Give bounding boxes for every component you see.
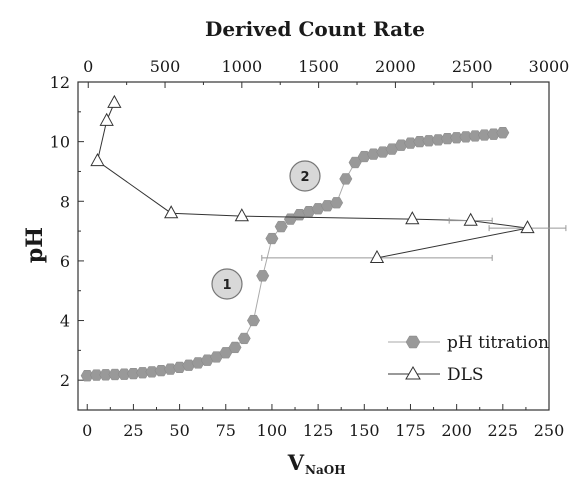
callout-1: 1 [211, 268, 243, 300]
legend-label-ph-titration: pH titration [447, 333, 549, 353]
y-tick-label: 10 [50, 133, 70, 152]
ph-titration-point [145, 366, 159, 378]
y-axis-ticks: 2 4 6 8 10 12 [50, 73, 84, 390]
bottom-tick-label: 50 [169, 421, 189, 440]
ph-titration-point [413, 136, 427, 148]
dls-point [520, 220, 535, 234]
bottom-tick-label: 0 [82, 421, 92, 440]
ph-titration-point [210, 351, 223, 363]
x-axis-title: V [287, 450, 305, 475]
ph-titration-point [108, 368, 122, 381]
top-tick-label: 2500 [452, 57, 493, 76]
ph-titration-point [477, 129, 491, 141]
ph-titration-point [117, 368, 131, 380]
chart-title: Derived Count Rate [205, 17, 425, 41]
ph-titration-point [487, 128, 501, 140]
dls-point [99, 112, 114, 126]
ph-titration-point [431, 134, 445, 146]
dls-point [107, 94, 122, 108]
dls-point [405, 211, 420, 225]
top-tick-label: 0 [83, 57, 93, 76]
callout-2: 2 [289, 160, 321, 192]
ph-titration-point [90, 369, 103, 381]
x-axis-title-subscript: NaOH [305, 463, 346, 477]
ph-titration-point [154, 365, 168, 377]
ph-titration-point [468, 130, 482, 142]
y-tick-label: 4 [60, 312, 70, 331]
series-ph-titration [80, 127, 510, 382]
svg-text:2: 2 [300, 170, 309, 185]
ph-titration-point [99, 369, 113, 381]
ph-titration-point [394, 139, 408, 151]
ph-titration-point [274, 220, 288, 233]
legend-hexagon-marker [405, 335, 421, 349]
ph-titration-point [496, 127, 510, 139]
plot-area-border [77, 81, 550, 411]
svg-text:1: 1 [222, 278, 231, 293]
ph-titration-point [247, 314, 260, 327]
top-axis-ticks: 0 500 1000 1500 2000 2500 3000 [83, 57, 569, 88]
ph-titration-point [422, 135, 436, 147]
ph-titration-point [265, 232, 279, 245]
top-tick-label: 1500 [298, 57, 339, 76]
series-dls [90, 94, 567, 263]
ph-titration-point [385, 143, 399, 155]
bottom-tick-label: 125 [303, 421, 334, 440]
y-tick-label: 2 [60, 371, 70, 390]
bottom-tick-label: 200 [441, 421, 472, 440]
legend-triangle-marker [405, 366, 421, 380]
ph-titration-point [283, 213, 297, 225]
bottom-tick-label: 250 [534, 421, 565, 440]
bottom-axis-ticks: 0 25 50 75 100 125 150 175 200 225 250 [82, 404, 564, 440]
top-tick-label: 1000 [221, 57, 262, 76]
legend-label-dls: DLS [447, 365, 484, 385]
bottom-tick-label: 100 [257, 421, 288, 440]
plot-frame [77, 81, 550, 411]
ph-titration-point [450, 132, 464, 144]
y-tick-label: 12 [50, 73, 70, 92]
dls-point [90, 152, 105, 167]
ph-titration-point [367, 148, 380, 160]
y-tick-label: 8 [60, 192, 70, 211]
y-axis-title: pH [22, 227, 48, 263]
ph-titration-point [163, 363, 177, 375]
legend: pH titration DLS [388, 333, 549, 385]
ph-titration-point [330, 197, 344, 209]
ph-titration-point [136, 367, 150, 379]
ph-titration-point [237, 332, 251, 345]
bottom-tick-label: 25 [123, 421, 143, 440]
top-tick-label: 2000 [375, 57, 416, 76]
bottom-tick-label: 225 [488, 421, 519, 440]
ph-titration-point [228, 341, 242, 354]
ph-titration-point [126, 368, 140, 380]
ph-titration-point [339, 173, 353, 185]
legend-item-dls: DLS [388, 365, 484, 385]
top-tick-label: 3000 [529, 57, 570, 76]
ph-titration-point [459, 131, 473, 143]
ph-titration-point [256, 270, 270, 282]
dls-point [164, 205, 179, 219]
dls-point [463, 212, 478, 226]
ph-titration-point [80, 370, 94, 382]
bottom-tick-label: 75 [216, 421, 236, 440]
bottom-tick-label: 175 [395, 421, 426, 440]
dls-point [234, 208, 249, 222]
bottom-tick-label: 150 [349, 421, 380, 440]
ph-titration-point [440, 133, 454, 145]
dls-point [369, 249, 385, 263]
y-tick-label: 6 [60, 252, 70, 271]
legend-item-ph-titration: pH titration [388, 333, 549, 353]
ph-titration-point [404, 137, 417, 149]
top-tick-label: 500 [150, 57, 181, 76]
